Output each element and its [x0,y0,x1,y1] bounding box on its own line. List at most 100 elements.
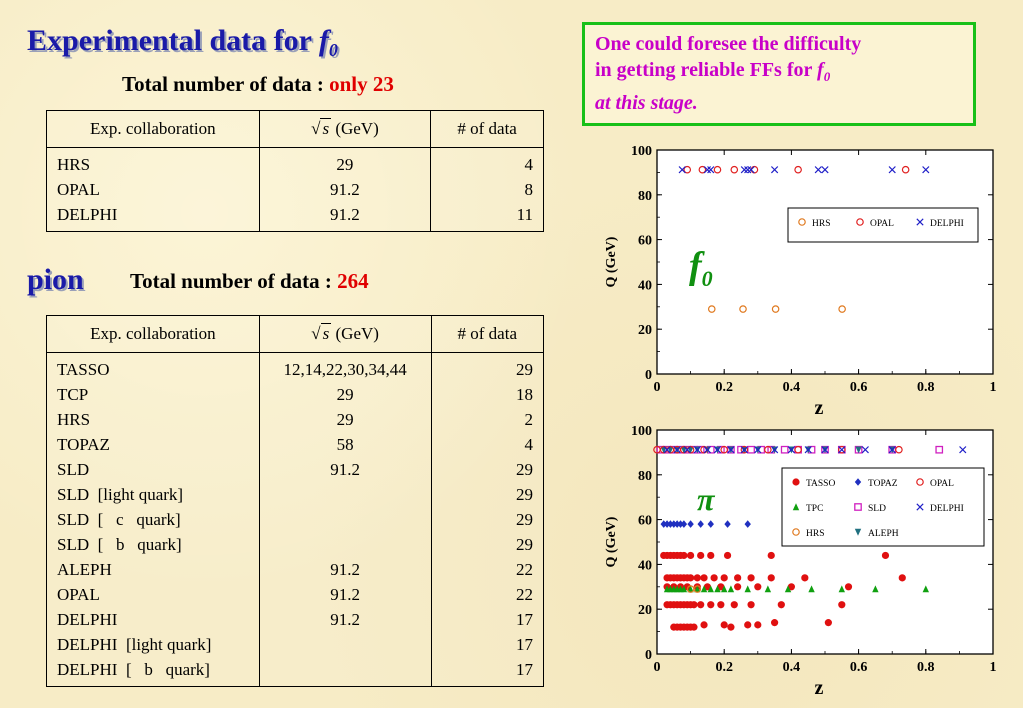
data-point [861,446,869,454]
cell-energy [270,632,421,657]
legend-marker [854,478,862,486]
cell-name: DELPHI [57,610,118,629]
table-cell-energy: 29 91.2 91.2 [258,147,432,232]
cell-count: 29 [516,460,533,479]
data-point [767,551,775,560]
data-point [770,166,779,174]
data-point [730,165,739,174]
cell-name: DELPHI [ b quark] [57,660,210,679]
data-point [683,446,691,454]
y-tick-label: 40 [638,558,652,573]
y-tick-label: 0 [645,368,652,383]
col-header-count: # of data [430,110,544,148]
data-point [713,446,722,454]
data-point [767,574,775,582]
data-point [740,166,748,174]
cell-name: DELPHI [light quark] [57,635,212,654]
cell-energy: 91.2 [330,610,360,629]
data-point [707,305,716,313]
cell-count: 29 [516,535,533,554]
cell-energy [270,532,421,557]
data-point [804,446,812,454]
data-point [922,585,929,593]
data-point [744,585,751,593]
y-tick-label: 60 [638,234,652,249]
cell-energy [270,657,421,682]
data-point [707,551,715,560]
y-axis-label: Q (GeV) [604,516,619,567]
pion-data-table: Exp. collaboration √ s (GeV) # of data TA… [46,315,545,687]
legend-entry-label: DELPHI [930,219,964,229]
data-point [697,601,705,609]
data-point [677,520,684,528]
data-point [700,621,708,629]
cell-count: 8 [524,180,534,199]
legend-entry-label: HRS [812,219,830,229]
data-point [693,574,701,582]
table-cell-name: HRS OPAL DELPHI [46,147,260,232]
data-point [700,585,708,593]
cell-name: SLD [ c quark] [57,510,181,529]
data-point [727,623,735,631]
data-point [713,165,722,174]
legend-marker [916,218,924,226]
data-point [703,446,712,454]
legend-entry-label: TOPAZ [868,479,898,489]
data-point [777,601,785,609]
cell-name: TOPAZ [57,435,110,454]
x-tick-label: 1 [990,380,997,395]
cell-energy: 29 [336,410,354,429]
data-point [787,583,795,591]
y-axis-label: Q (GeV) [604,236,619,287]
x-axis-label: z [815,397,824,419]
legend-entry-label: DELPHI [930,504,964,514]
x-tick-label: 1 [990,660,997,675]
legend-marker [854,528,862,536]
data-point [747,601,755,609]
cell-name: SLD [ b quark] [57,535,182,554]
pion-total-colon: : [324,269,332,293]
col-header-collaboration: Exp. collaboration [46,110,260,148]
data-point [680,551,688,560]
data-point [855,446,862,454]
data-point [680,585,688,593]
note-box: One could foresee the difficulty in gett… [582,22,976,126]
note-line-2: in getting reliable FFs for f0 [595,59,831,84]
data-point [747,166,755,174]
data-point [720,621,728,629]
pion-total-label: Total number of data [130,269,320,293]
y-tick-label: 60 [638,514,652,529]
legend-marker [856,218,864,226]
cell-name: HRS [57,155,91,174]
legend-entry-label: OPAL [930,479,954,489]
table-row: TASSO TCP HRS TOPAZ SLD SLD [light quark] SLD … [46,352,545,687]
legend-entry-label: SLD [868,504,886,514]
data-point [707,585,714,593]
table-cell-count: 4 8 11 [430,147,544,232]
data-point [690,623,698,631]
cell-count: 17 [516,660,533,679]
data-point [727,446,735,454]
legend-entry-label: ALEPH [868,529,899,539]
cell-count: 17 [516,635,533,654]
x-tick-label: 0.4 [783,660,801,675]
cell-energy: 12,14,22,30,34,44 [283,360,407,379]
data-point [724,520,731,528]
pion-chart-label: π [697,481,716,517]
cell-count: 18 [516,385,533,404]
data-point [690,601,698,609]
legend-marker [792,478,800,486]
y-tick-label: 40 [638,278,652,293]
pion-total-value: 264 [337,269,369,293]
data-point [770,446,779,454]
data-point [744,166,752,174]
f0-title-symbol: f0 [318,24,338,60]
cell-name: SLD [light quark] [57,485,184,504]
legend-entry-label: TASSO [806,479,835,489]
x-tick-label: 0.6 [850,380,868,395]
data-point [922,166,930,174]
data-point [700,574,708,582]
chart-legend: HRS OPAL DELPHI [787,207,979,243]
y-tick-label: 100 [631,144,652,159]
cell-count: 11 [516,205,533,224]
